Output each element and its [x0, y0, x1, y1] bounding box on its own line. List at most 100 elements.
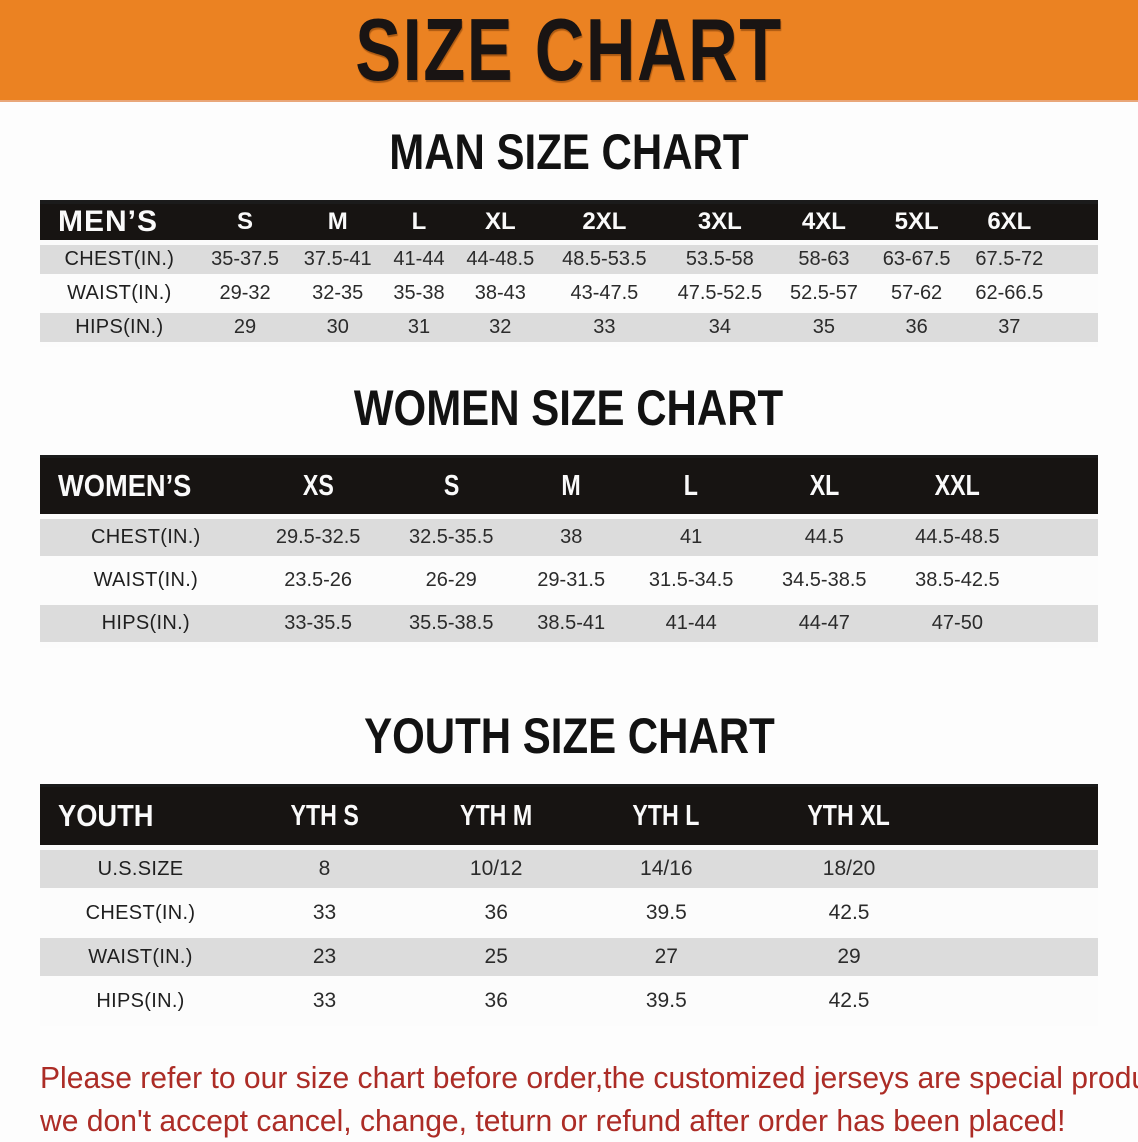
- value-cell-text: 44.5-48.5: [915, 526, 1000, 548]
- row-label-text: WAIST(IN.): [67, 282, 172, 304]
- value-cell: 8: [241, 847, 408, 894]
- value-cell-text: 8: [318, 857, 331, 880]
- youth-section-heading-text: YOUTH SIZE CHART: [363, 708, 775, 764]
- row-label: CHEST(IN.): [40, 242, 199, 279]
- value-cell-text: 10/12: [469, 857, 523, 880]
- value-cell-text: 44-48.5: [466, 248, 535, 270]
- size-column-header-text: XL: [484, 208, 516, 235]
- value-cell-text: 29-32: [219, 282, 271, 304]
- youth-section: YOUTH SIZE CHART YOUTH YTH S YTH M YTH L YTH…: [0, 708, 1138, 1026]
- corner-cell: YOUTH: [40, 784, 242, 850]
- value-cell: 43-47.5: [546, 276, 663, 313]
- value-cell: 32.5-35.5: [384, 516, 518, 562]
- value-cell: 58-63: [777, 242, 871, 279]
- value-cell: 31: [384, 310, 454, 347]
- value-cell-text: 58-63: [798, 248, 850, 270]
- value-cell-text: 37: [998, 316, 1021, 338]
- size-column-header: M: [291, 201, 385, 245]
- row-label: HIPS(IN.): [40, 310, 199, 347]
- value-cell: 37.5-41: [291, 242, 385, 279]
- value-cell: 44.5: [757, 516, 891, 562]
- value-cell: 29.5-32.5: [251, 516, 385, 562]
- filler-cell: [1023, 455, 1098, 519]
- size-column-header-text: 5XL: [894, 208, 939, 235]
- value-cell-text: 36: [484, 901, 508, 924]
- value-cell-text: 27: [654, 945, 678, 968]
- size-column-header: L: [384, 201, 454, 245]
- corner-cell: WOMEN’S: [40, 455, 252, 519]
- size-column-header: 2XL: [546, 201, 663, 245]
- value-cell: 23: [241, 935, 408, 982]
- value-cell-text: 33: [312, 989, 337, 1012]
- value-cell: 34: [662, 310, 778, 347]
- row-label-text: CHEST(IN.): [64, 248, 175, 270]
- value-cell: 23.5-26: [251, 559, 385, 605]
- row-label: HIPS(IN.): [40, 602, 252, 648]
- filler-cell: [1055, 310, 1098, 347]
- size-column-header-text: L: [684, 469, 699, 502]
- value-cell-text: 47.5-52.5: [677, 282, 763, 304]
- value-cell: 53.5-58: [662, 242, 778, 279]
- size-column-header-text: XS: [302, 469, 334, 502]
- size-column-header: M: [517, 455, 625, 519]
- value-cell: 38-43: [453, 276, 547, 313]
- value-cell-text: 33: [312, 901, 337, 924]
- row-label-text: HIPS(IN.): [96, 989, 185, 1012]
- filler-cell: [949, 979, 1098, 1026]
- size-column-header-text: 3XL: [697, 208, 742, 235]
- value-cell: 47.5-52.5: [662, 276, 778, 313]
- size-column-header: YTH L: [584, 784, 749, 850]
- value-cell-text: 38: [560, 526, 583, 548]
- row-label-text: U.S.SIZE: [97, 857, 184, 880]
- value-cell-text: 14/16: [640, 857, 693, 880]
- value-cell-text: 39.5: [645, 989, 687, 1012]
- value-cell: 38: [517, 516, 625, 562]
- value-cell: 44-48.5: [453, 242, 547, 279]
- value-cell-text: 42.5: [828, 901, 870, 924]
- value-cell-text: 33: [593, 316, 616, 338]
- value-cell: 29: [198, 310, 292, 347]
- value-cell-text: 38.5-42.5: [915, 569, 1000, 591]
- value-cell-text: 29: [837, 945, 861, 968]
- value-cell: 33: [241, 979, 408, 1026]
- value-cell: 41-44: [384, 242, 454, 279]
- size-column-header: YTH XL: [748, 784, 950, 850]
- data-row: HIPS(IN.) 29 30 31 32 33 34 35 36 37: [40, 310, 1098, 347]
- value-cell: 38.5-41: [517, 602, 625, 648]
- data-row: WAIST(IN.) 23.5-26 26-29 29-31.5 31.5-34.5 34…: [40, 559, 1098, 605]
- size-column-header: 4XL: [777, 201, 871, 245]
- size-column-header: 5XL: [870, 201, 963, 245]
- data-row: WAIST(IN.) 23 25 27 29: [40, 935, 1098, 982]
- value-cell-text: 37.5-41: [303, 248, 372, 270]
- data-row: CHEST(IN.) 35-37.5 37.5-41 41-44 44-48.5 48.5…: [40, 242, 1098, 279]
- size-column-header: YTH S: [241, 784, 408, 850]
- header-row: WOMEN’S XS S M L XL XXL: [40, 455, 1098, 519]
- women-size-table: WOMEN’S XS S M L XL XXL CHEST(IN.) 29.5-32.5 32.5…: [40, 455, 1098, 648]
- value-cell-text: 29: [233, 316, 257, 338]
- data-row: HIPS(IN.) 33-35.5 35.5-38.5 38.5-41 41-44 44-…: [40, 602, 1098, 648]
- value-cell: 36: [870, 310, 963, 347]
- value-cell: 39.5: [584, 979, 749, 1026]
- size-column-header-text: M: [327, 208, 348, 235]
- disclaimer: Please refer to our size chart before or…: [40, 1056, 1138, 1142]
- size-column-header: S: [198, 201, 292, 245]
- value-cell-text: 23: [312, 945, 337, 968]
- value-cell: 32-35: [291, 276, 385, 313]
- value-cell-text: 34: [708, 316, 731, 338]
- banner-title: SIZE CHART: [355, 0, 783, 99]
- size-column-header-text: YTH XL: [807, 799, 891, 832]
- value-cell-text: 35: [812, 316, 836, 338]
- size-column-header: 3XL: [662, 201, 778, 245]
- value-cell-text: 41: [680, 526, 703, 548]
- value-cell: 52.5-57: [777, 276, 871, 313]
- value-cell: 37: [962, 310, 1056, 347]
- row-label: U.S.SIZE: [40, 847, 242, 894]
- men-section-heading-text: MAN SIZE CHART: [389, 124, 749, 180]
- value-cell-text: 35.5-38.5: [408, 612, 494, 634]
- corner-cell-text: WOMEN’S: [58, 468, 192, 503]
- value-cell: 35.5-38.5: [384, 602, 518, 648]
- size-column-header-text: M: [561, 469, 581, 502]
- filler-cell: [1055, 242, 1098, 279]
- value-cell: 32: [453, 310, 547, 347]
- women-section-heading: WOMEN SIZE CHART: [0, 383, 1138, 433]
